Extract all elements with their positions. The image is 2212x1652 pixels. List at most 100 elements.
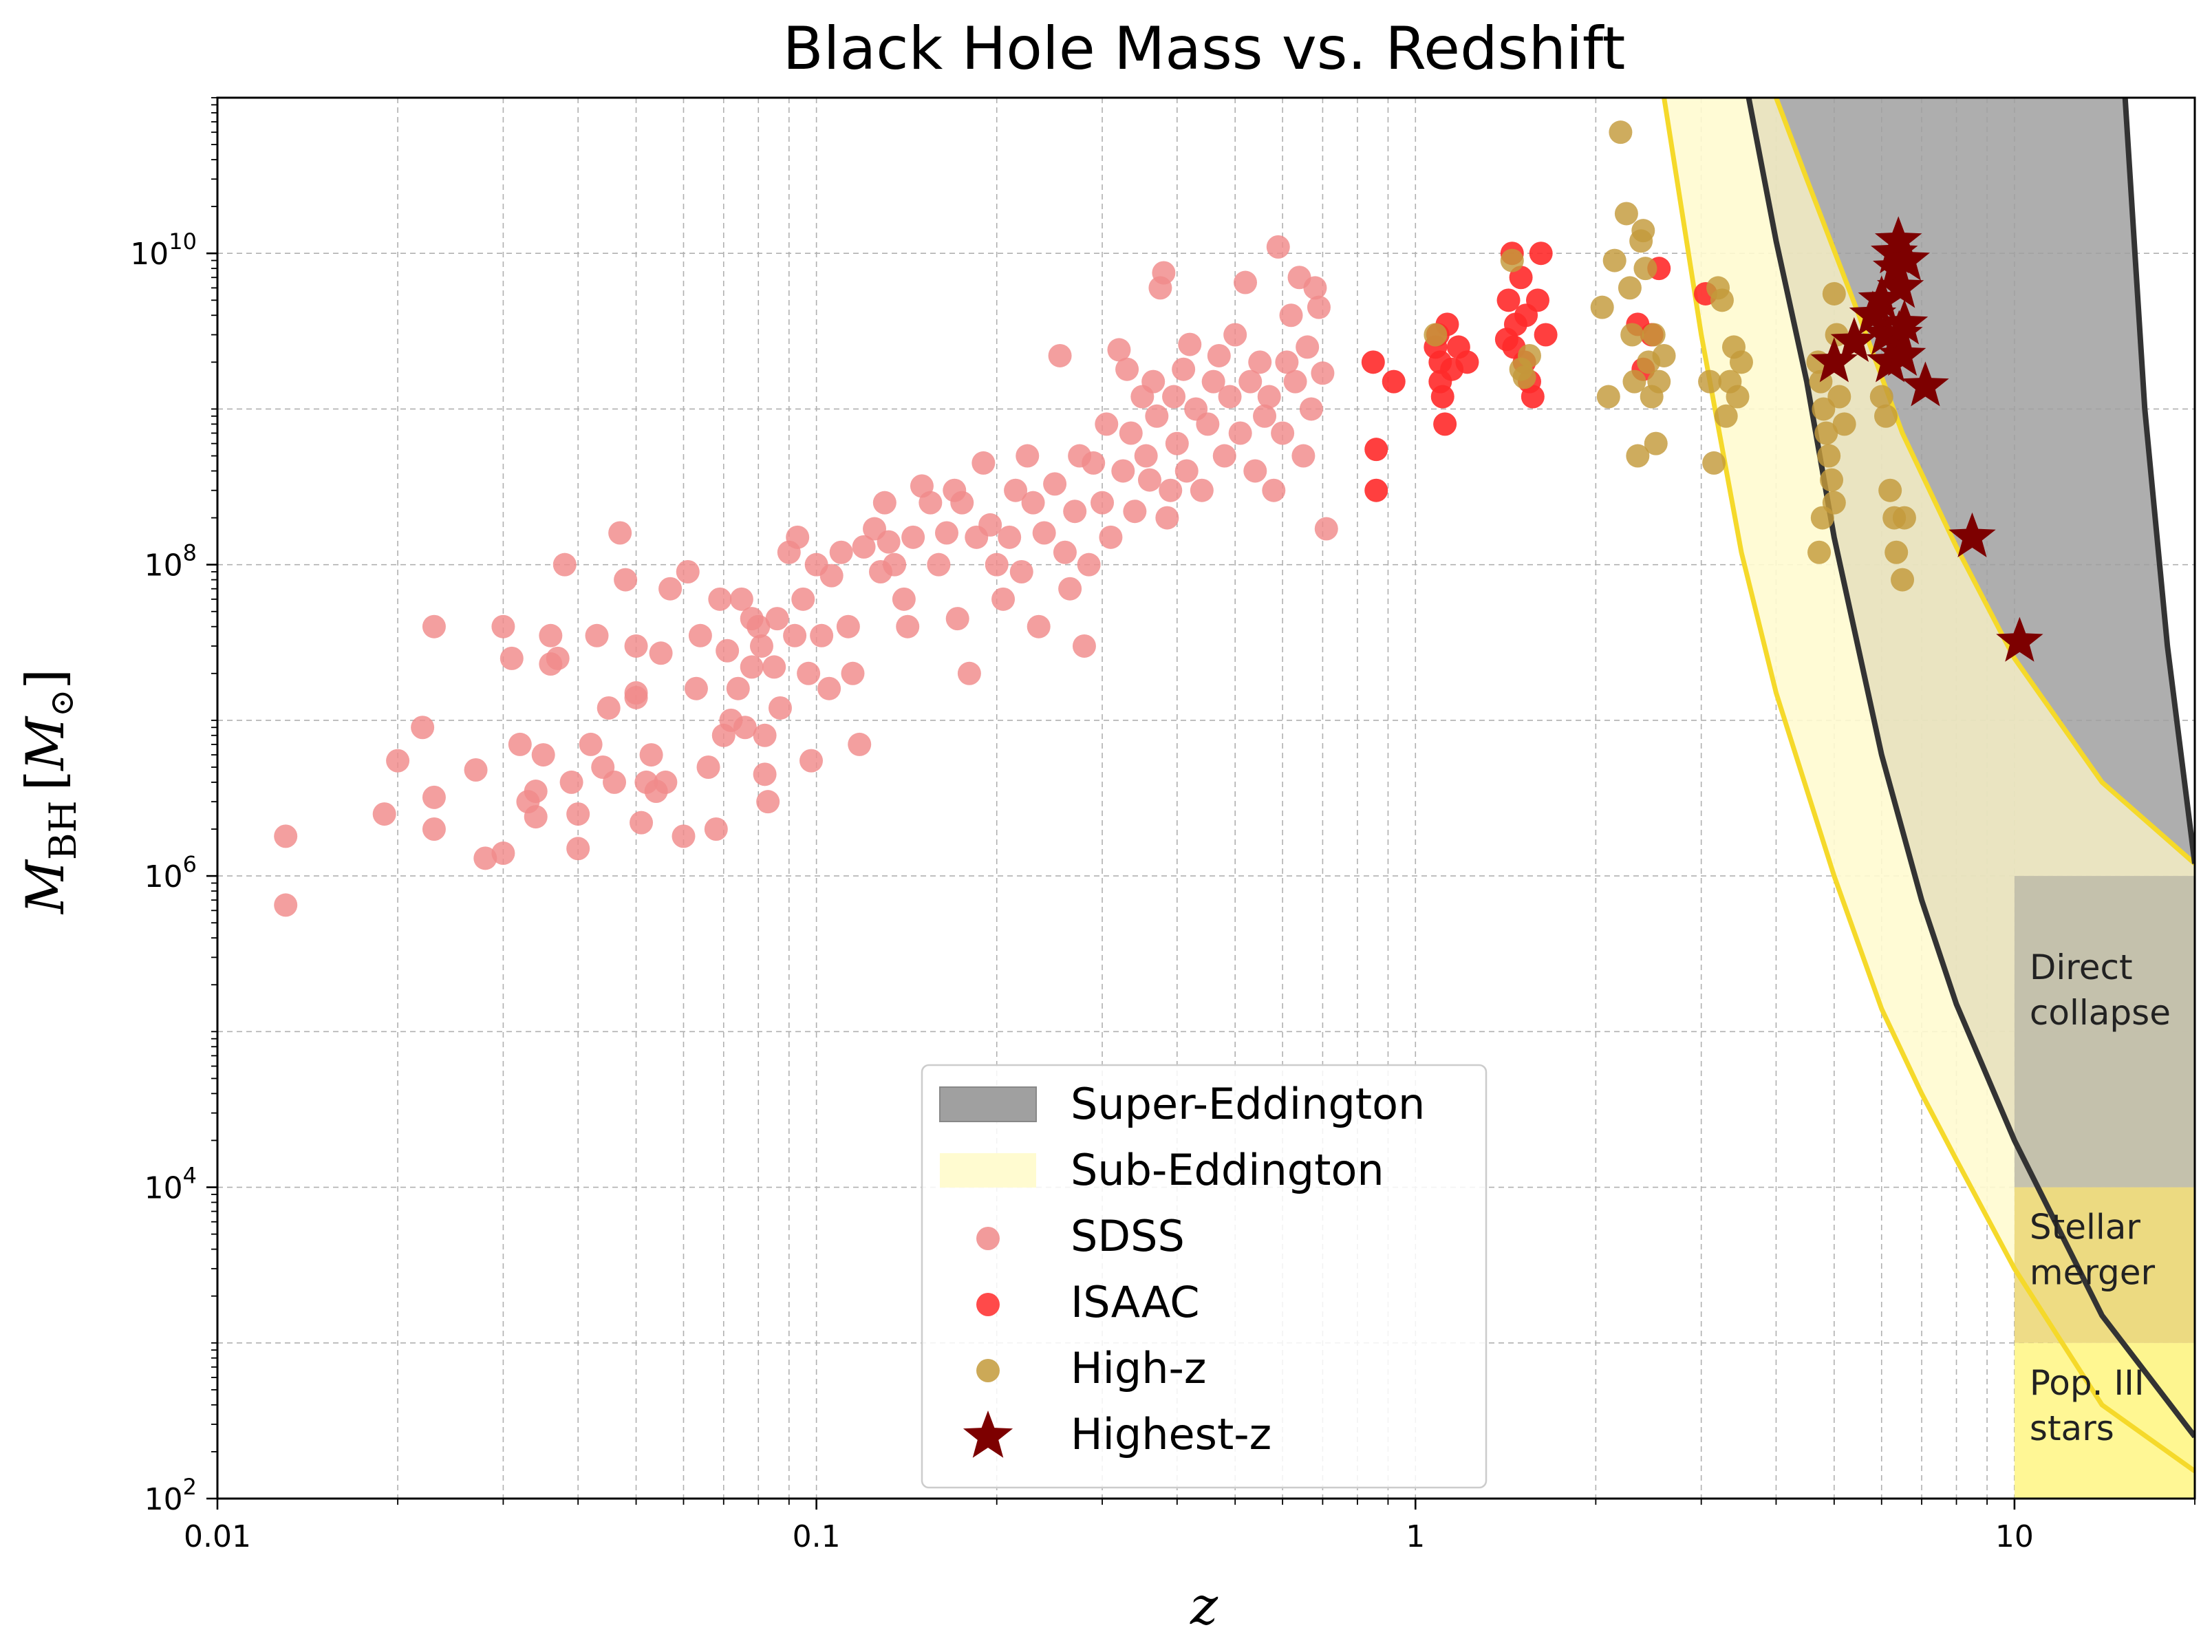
data-point (684, 676, 708, 700)
data-point (386, 749, 410, 773)
data-point (1807, 540, 1832, 564)
data-point (372, 802, 396, 826)
data-point (624, 634, 648, 658)
data-point (1165, 431, 1189, 455)
legend-swatch (976, 1359, 1000, 1382)
legend-label: ISAAC (1071, 1277, 1200, 1327)
data-point (1291, 444, 1316, 468)
data-point (1314, 517, 1338, 541)
seed-box-label: Pop. III (2030, 1363, 2145, 1403)
data-point (1534, 323, 1558, 347)
data-point (1878, 478, 1902, 502)
data-point (672, 824, 696, 848)
data-point (1174, 459, 1199, 483)
data-point (1529, 242, 1553, 266)
legend-label: Super-Eddington (1071, 1079, 1425, 1129)
data-point (1248, 350, 1272, 374)
data-point (1810, 506, 1834, 530)
seed-box-label: Stellar (2030, 1208, 2141, 1247)
legend-frame (921, 1064, 1488, 1489)
legend-swatch (940, 1153, 1036, 1188)
data-point (841, 661, 865, 685)
data-point (817, 676, 841, 700)
data-point (1048, 343, 1072, 367)
data-point (1710, 288, 1734, 312)
data-point (1152, 261, 1176, 285)
data-point (1622, 369, 1646, 394)
data-point (1190, 478, 1214, 502)
legend-label: Highest-z (1071, 1409, 1271, 1459)
data-point (957, 661, 981, 685)
data-point (1283, 369, 1307, 394)
data-point (559, 770, 583, 794)
data-point (630, 811, 654, 835)
data-point (740, 655, 764, 679)
data-point (1155, 506, 1179, 530)
data-point (1123, 500, 1147, 524)
legend-label: Sub-Eddington (1071, 1145, 1384, 1195)
data-point (566, 802, 590, 826)
data-point (1238, 369, 1263, 394)
data-point (1948, 512, 1996, 557)
data-point (919, 491, 943, 515)
x-axis-label: z (1190, 1575, 1218, 1636)
data-point (1698, 369, 1722, 394)
data-point (1647, 369, 1671, 394)
data-point (733, 716, 757, 740)
data-point (1243, 459, 1267, 483)
data-point (676, 560, 700, 584)
data-point (1234, 270, 1258, 294)
data-point (464, 758, 488, 782)
data-point (1111, 459, 1135, 483)
data-point (901, 525, 925, 549)
data-point (274, 824, 298, 848)
data-point (1228, 421, 1252, 445)
data-point (1099, 525, 1123, 549)
legend-swatch (939, 1086, 1037, 1122)
data-point (729, 587, 753, 611)
data-point (1382, 369, 1406, 394)
data-point (1364, 438, 1388, 462)
x-tick-label: 10 (1995, 1519, 2034, 1554)
data-point (927, 553, 951, 577)
series-sdss (274, 235, 1338, 917)
data-point (1596, 385, 1620, 409)
data-point (1820, 468, 1844, 492)
seed-box-label: stars (2030, 1408, 2114, 1448)
data-point (791, 587, 815, 611)
data-point (1817, 444, 1841, 468)
data-point (1275, 350, 1299, 374)
region-labels: Pop. III stars Stellar merger Direct collapse (2030, 947, 2171, 1448)
chart-title: Black Hole Mass vs. Redshift (783, 14, 1626, 83)
data-point (1892, 506, 1916, 530)
data-point (1016, 444, 1040, 468)
legend-swatch (963, 1410, 1013, 1458)
data-point (1107, 338, 1131, 362)
sub-eddington-lower-curve (1662, 98, 2195, 1474)
series-isaac (1361, 242, 1717, 502)
data-point (819, 564, 844, 588)
data-point (852, 535, 876, 559)
data-point (1021, 491, 1045, 515)
data-point (1296, 335, 1320, 359)
data-point (1827, 385, 1851, 409)
data-point (934, 521, 958, 545)
data-point (654, 770, 678, 794)
x-tick-label: 0.1 (793, 1519, 841, 1554)
data-point (786, 525, 810, 549)
data-point (753, 762, 777, 786)
y-tick-label: 108 (144, 540, 197, 583)
data-point (836, 614, 860, 639)
data-point (1207, 343, 1231, 367)
data-point (1119, 421, 1143, 445)
data-point (747, 614, 771, 639)
plot-frame (216, 96, 2196, 1500)
data-point (1433, 412, 1457, 436)
data-point (1858, 275, 1905, 321)
data-point (829, 540, 853, 564)
data-point (896, 614, 920, 639)
y-tick-label: 106 (144, 851, 197, 894)
data-point (749, 634, 773, 658)
data-point (491, 614, 515, 639)
